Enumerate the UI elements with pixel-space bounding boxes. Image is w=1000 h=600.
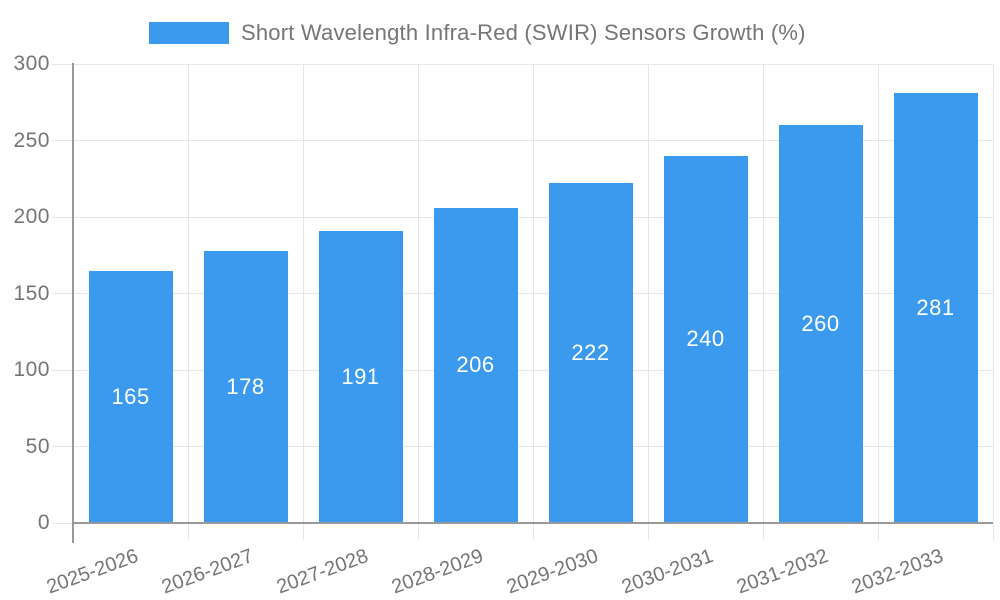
gridline-vertical (877, 64, 879, 540)
x-axis-tick-label: 2028-2029 (388, 545, 487, 599)
bar-2028-2029[interactable]: 206 (433, 207, 518, 523)
legend-swatch (149, 21, 229, 44)
x-axis-line (72, 522, 993, 524)
bar-value-label: 165 (111, 383, 150, 409)
legend[interactable]: Short Wavelength Infra-Red (SWIR) Sensor… (149, 21, 806, 44)
legend-label: Short Wavelength Infra-Red (SWIR) Sensor… (241, 20, 806, 45)
y-axis-tick-label: 0 (37, 511, 50, 534)
x-axis-tick-label: 2031-2032 (733, 545, 832, 599)
gridline-vertical (532, 64, 534, 540)
gridline-vertical (647, 64, 649, 540)
bar-value-label: 206 (456, 352, 495, 378)
y-axis-tick-label: 200 (13, 205, 50, 228)
gridline-vertical (762, 64, 764, 540)
gridline-horizontal (52, 63, 993, 65)
gridline-vertical (302, 64, 304, 540)
bar-value-label: 281 (916, 295, 955, 321)
bar-2027-2028[interactable]: 191 (318, 230, 403, 523)
gridline-vertical (187, 64, 189, 540)
gridline-horizontal (52, 293, 993, 294)
x-axis-tick (52, 522, 73, 524)
gridline-horizontal (52, 446, 993, 447)
y-axis-tick-label: 300 (13, 52, 50, 75)
bar-value-label: 191 (341, 363, 380, 389)
y-axis-tick-label: 50 (25, 434, 50, 458)
x-axis-tick-label: 2026-2027 (158, 545, 257, 599)
gridline-vertical (992, 64, 994, 540)
gridline-horizontal (52, 216, 993, 218)
bar-2032-2033[interactable]: 281 (893, 93, 978, 523)
x-axis-tick-label: 2032-2033 (848, 545, 947, 599)
x-axis-tick-label: 2029-2030 (503, 545, 602, 599)
y-axis-tick-label: 250 (13, 128, 50, 152)
bar-2026-2027[interactable]: 178 (203, 250, 288, 523)
bar-value-label: 178 (226, 373, 265, 399)
bar-value-label: 222 (571, 340, 610, 366)
x-axis-tick-label: 2025-2026 (43, 545, 142, 599)
x-axis-tick-label: 2027-2028 (273, 545, 372, 599)
bar-value-label: 240 (686, 326, 725, 352)
bar-value-label: 260 (801, 311, 840, 337)
bar-2030-2031[interactable]: 240 (663, 155, 748, 523)
gridline-horizontal (52, 369, 993, 371)
x-axis-tick-label: 2030-2031 (618, 545, 717, 599)
bar-2029-2030[interactable]: 222 (548, 183, 633, 523)
bar-2025-2026[interactable]: 165 (88, 270, 173, 523)
y-axis-line (72, 63, 74, 543)
y-axis-tick-label: 150 (13, 281, 50, 305)
bar-2031-2032[interactable]: 260 (778, 125, 863, 523)
gridline-vertical (417, 64, 419, 540)
gridline-horizontal (52, 140, 993, 141)
y-axis-tick-label: 100 (13, 358, 50, 381)
